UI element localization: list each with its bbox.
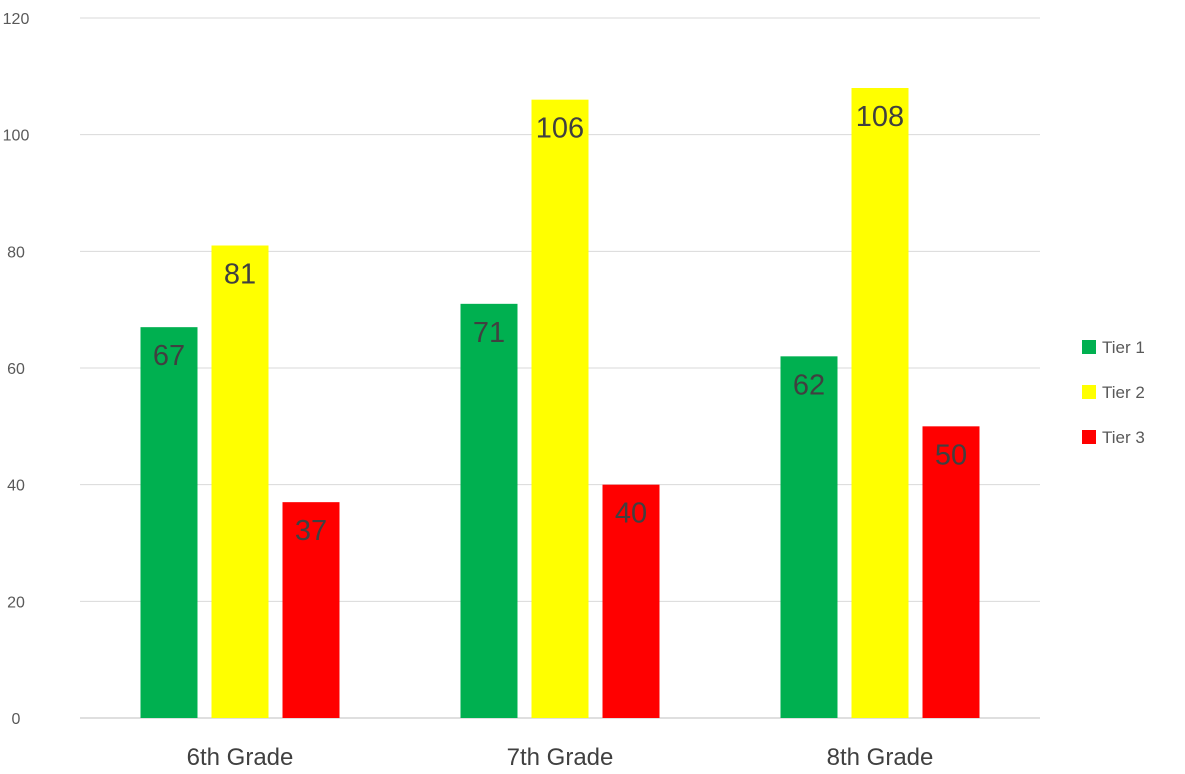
bar — [922, 426, 980, 718]
data-label: 67 — [153, 340, 185, 372]
bar — [282, 502, 340, 718]
legend-label: Tier 1 — [1102, 338, 1145, 357]
data-label: 81 — [224, 259, 256, 291]
bar — [780, 356, 838, 718]
y-tick-label: 40 — [7, 478, 25, 495]
bar — [460, 303, 518, 718]
data-label: 71 — [473, 317, 505, 349]
data-labels: 67 81 37 71 106 40 62 108 50 — [153, 101, 967, 547]
y-tick-label: 60 — [7, 361, 25, 378]
y-tick-label: 100 — [3, 128, 30, 145]
y-tick-label: 120 — [3, 11, 30, 28]
legend-swatch — [1082, 430, 1096, 444]
legend-label: Tier 2 — [1102, 383, 1145, 402]
bar — [140, 327, 198, 718]
legend-label: Tier 3 — [1102, 428, 1145, 447]
bar — [851, 88, 909, 718]
data-label: 50 — [935, 439, 967, 471]
legend-swatch — [1082, 385, 1096, 399]
data-label: 62 — [793, 369, 825, 401]
data-label: 37 — [295, 515, 327, 547]
x-tick-label: 7th Grade — [507, 744, 614, 771]
bar — [531, 99, 589, 718]
y-tick-label: 0 — [12, 711, 21, 728]
y-axis-tick-labels: 0 20 40 60 80 100 120 — [3, 11, 30, 728]
data-label: 106 — [536, 113, 584, 145]
data-label: 108 — [856, 101, 904, 133]
x-axis-tick-labels: 6th Grade 7th Grade 8th Grade — [187, 744, 934, 771]
legend-item: Tier 3 — [1082, 428, 1145, 447]
legend-item: Tier 2 — [1082, 383, 1145, 402]
y-tick-label: 20 — [7, 594, 25, 611]
bar — [602, 484, 660, 718]
legend-item: Tier 1 — [1082, 338, 1145, 357]
x-tick-label: 8th Grade — [827, 744, 934, 771]
bar — [211, 245, 269, 718]
data-label: 40 — [615, 498, 647, 530]
bars — [140, 88, 980, 718]
legend: Tier 1 Tier 2 Tier 3 — [1082, 338, 1145, 447]
y-tick-label: 80 — [7, 244, 25, 261]
x-tick-label: 6th Grade — [187, 744, 294, 771]
legend-swatch — [1082, 340, 1096, 354]
